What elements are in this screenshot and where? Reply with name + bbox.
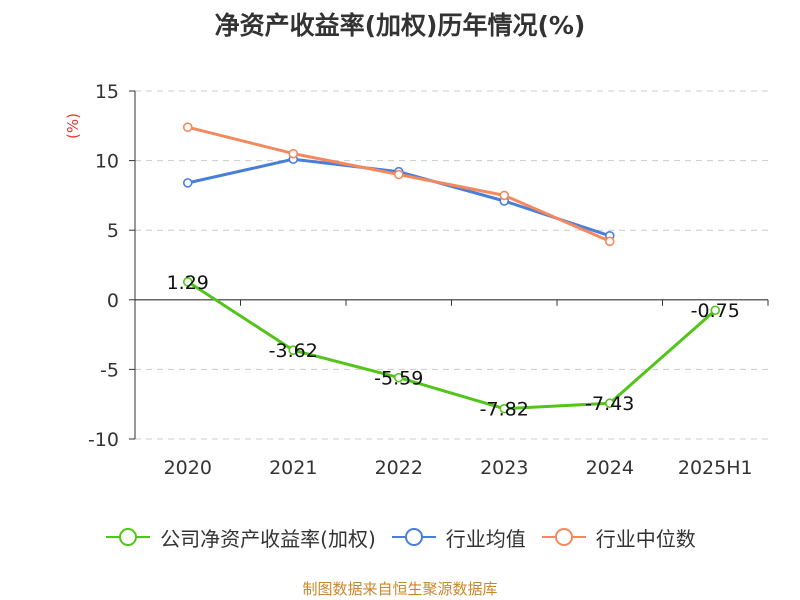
- legend-label: 行业中位数: [595, 526, 696, 551]
- y-tick-label: 0: [107, 290, 119, 312]
- series-line-0: [186, 280, 717, 411]
- legend-item-2[interactable]: 行业中位数: [540, 523, 696, 552]
- legend-marker: [106, 528, 151, 546]
- legend-marker: [541, 528, 586, 546]
- data-label: -3.62: [269, 340, 318, 362]
- gridlines: [135, 90, 768, 440]
- data-label: -0.75: [691, 300, 740, 322]
- data-point: [604, 236, 615, 247]
- y-tick-label: 10: [95, 151, 119, 173]
- data-point: [393, 169, 404, 180]
- axes: 15 10 5 0 -5 -10 2020 2021 2022 2023 2024 2025H1 (%): [64, 81, 769, 479]
- x-tick-label: 2023: [480, 457, 528, 479]
- y-tick-label: -5: [100, 359, 119, 381]
- data-point: [182, 122, 193, 132]
- data-point: [710, 305, 721, 316]
- series-lines: [182, 122, 721, 414]
- legend-marker-circle: [404, 528, 423, 546]
- data-label: -7.82: [480, 399, 529, 421]
- legend-marker: [391, 528, 436, 546]
- data-point: [604, 398, 615, 409]
- data-labels: 1.29 -3.62 -5.59 -7.82 -7.43 -0.75: [167, 272, 740, 421]
- legend: 公司净资产收益率(加权) 行业均值 行业中位数: [0, 520, 800, 554]
- chart-title: 净资产收益率(加权)历年情况(%): [214, 11, 586, 40]
- y-axis-label: (%): [64, 113, 82, 139]
- data-point: [393, 372, 404, 383]
- source-note: 制图数据来自恒生聚源数据库: [302, 580, 498, 598]
- legend-item-1[interactable]: 行业均值: [390, 523, 526, 552]
- data-point: [288, 345, 299, 355]
- legend-marker-circle: [119, 528, 138, 546]
- legend-item-0[interactable]: 公司净资产收益率(加权): [104, 523, 376, 552]
- data-point: [182, 178, 193, 188]
- x-tick-label: 2025H1: [678, 457, 753, 479]
- x-tick-label: 2022: [375, 457, 423, 479]
- data-point: [499, 190, 510, 201]
- x-tick-label: 2024: [586, 457, 634, 479]
- data-label: -7.43: [585, 393, 634, 415]
- legend-marker-circle: [554, 528, 573, 546]
- legend-label: 行业均值: [445, 526, 526, 551]
- legend-label: 公司净资产收益率(加权): [160, 526, 376, 551]
- data-point: [182, 277, 193, 287]
- series-line-2: [187, 125, 611, 243]
- data-label: -5.59: [374, 368, 423, 390]
- y-tick-label: 5: [107, 220, 119, 242]
- x-tick-label: 2020: [164, 457, 212, 479]
- roe-line-chart: 15 10 5 0 -5 -10 2020 2021 2022 2023 2024 2025H1 (%)…: [64, 81, 769, 479]
- x-tick-label: 2021: [269, 457, 317, 479]
- y-tick-label: -10: [88, 429, 119, 451]
- data-point: [288, 148, 299, 159]
- data-point: [499, 403, 510, 414]
- data-label: 1.29: [167, 272, 209, 294]
- y-tick-label: 15: [95, 81, 119, 103]
